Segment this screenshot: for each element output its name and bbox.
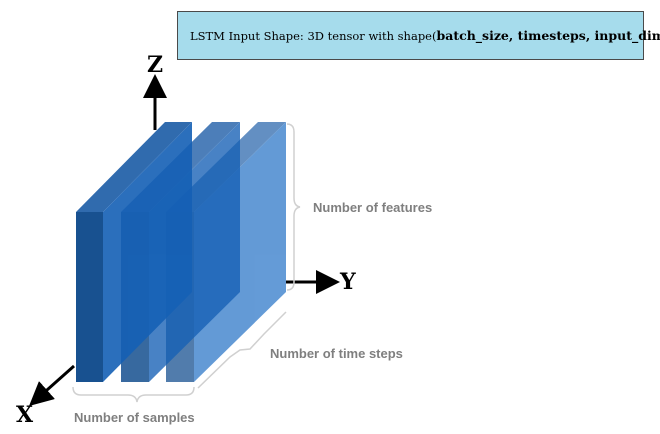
features-annotation: Number of features (313, 200, 432, 215)
title-box: LSTM Input Shape: 3D tensor with shape( … (177, 11, 660, 60)
z-axis-label: Z (147, 52, 163, 78)
slab-1-front (76, 212, 103, 382)
samples-annotation: Number of samples (74, 410, 195, 425)
features-brace (286, 123, 301, 291)
slab-1-top (76, 122, 192, 212)
time-steps-annotation: Number of time steps (270, 346, 403, 361)
slab-1-side (103, 122, 192, 382)
title-params: batch_size, timesteps, input_dim (436, 28, 660, 43)
x-axis-arrow (29, 364, 75, 406)
title-prefix: LSTM Input Shape: 3D tensor with shape( (190, 28, 437, 43)
y-axis-label: Y (339, 269, 356, 295)
samples-brace (72, 386, 195, 403)
sample-slab-1 (76, 122, 192, 382)
slab-2-side (149, 122, 240, 382)
time-steps-brace (197, 311, 287, 389)
x-axis-label: X (16, 402, 34, 428)
